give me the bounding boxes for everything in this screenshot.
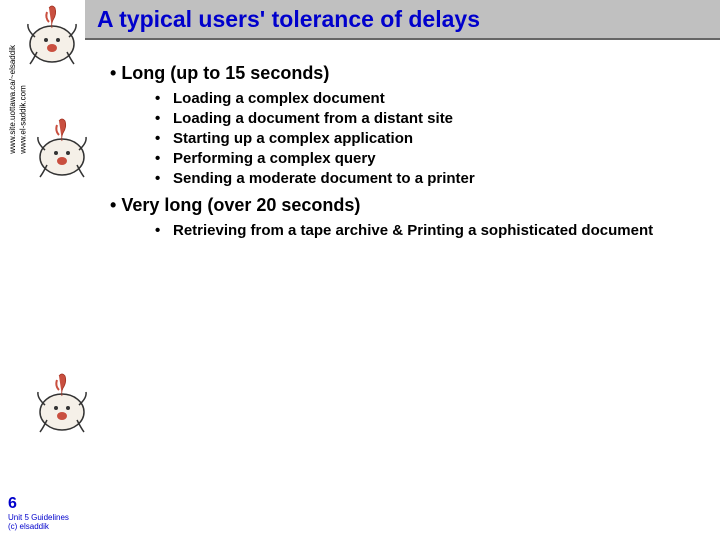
footer-line2: (c) elsaddik (8, 522, 69, 532)
content-area: Long (up to 15 seconds) •Loading a compl… (100, 55, 710, 242)
list-item: •Performing a complex query (155, 150, 710, 167)
section-heading: Very long (over 20 seconds) (110, 195, 710, 216)
footer: 6 Unit 5 Guidelines (c) elsaddik (8, 495, 69, 532)
page-title: A typical users' tolerance of delays (97, 6, 480, 33)
item-text: Performing a complex query (173, 150, 376, 167)
list-item: •Loading a document from a distant site (155, 110, 710, 127)
list-item: •Retrieving from a tape archive & Printi… (155, 222, 710, 239)
java-mascot-icon (25, 2, 80, 67)
list-item: •Starting up a complex application (155, 130, 710, 147)
java-mascot-icon (35, 115, 90, 180)
page-number: 6 (8, 495, 69, 513)
java-mascot-icon (35, 370, 90, 435)
item-text: Loading a complex document (173, 90, 385, 107)
item-text: Loading a document from a distant site (173, 110, 453, 127)
section-heading: Long (up to 15 seconds) (110, 63, 710, 84)
title-bar: A typical users' tolerance of delays (85, 0, 720, 40)
slide: www.site.uottawa.ca/~elsaddik www.el-sad… (0, 0, 720, 540)
list-item: •Sending a moderate document to a printe… (155, 170, 710, 187)
item-text: Retrieving from a tape archive & Printin… (173, 222, 653, 239)
item-text: Sending a moderate document to a printer (173, 170, 475, 187)
item-text: Starting up a complex application (173, 130, 413, 147)
list-item: •Loading a complex document (155, 90, 710, 107)
url-1: www.site.uottawa.ca/~elsaddik (8, 45, 18, 154)
footer-line1: Unit 5 Guidelines (8, 513, 69, 523)
